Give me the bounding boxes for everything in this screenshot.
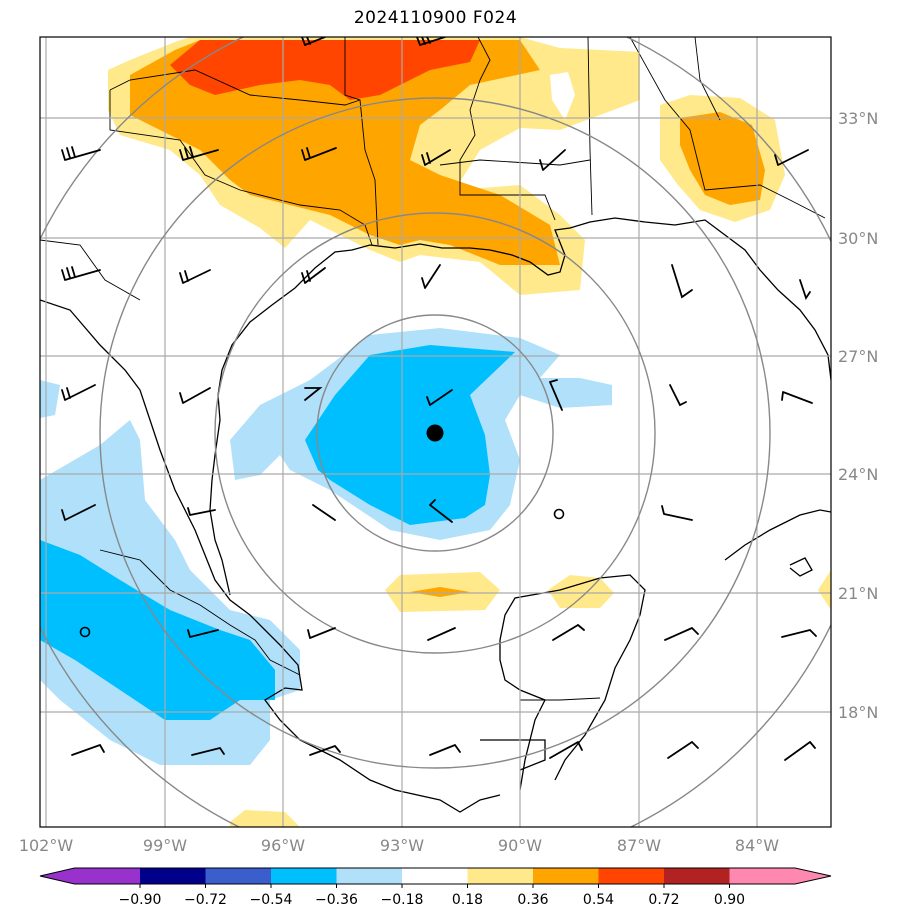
wind-barb	[429, 744, 461, 756]
lon-label: 99°W	[143, 836, 187, 855]
colorbar: −0.90 −0.72 −0.54 −0.36 −0.18 0.18 0.36 0.54 0.7…	[39, 867, 832, 908]
wind-barb	[667, 741, 699, 759]
wind-barb	[781, 391, 813, 404]
wind-barbs	[61, 37, 817, 761]
lon-label: 102°W	[19, 836, 74, 855]
wind-barb	[312, 504, 336, 521]
wind-barb	[429, 499, 453, 523]
colorbar-tick-label: −0.36	[315, 892, 358, 908]
map-panel	[40, 37, 831, 827]
wind-barb	[421, 149, 451, 166]
lat-label: 33°N	[838, 109, 878, 128]
lat-label: 21°N	[838, 584, 878, 603]
colorbar-tick-label: −0.18	[381, 892, 424, 908]
marker-ring-west	[79, 626, 91, 638]
latitude-labels: 33°N 30°N 27°N 24°N 21°N 18°N	[838, 109, 878, 722]
wind-barb	[784, 741, 816, 761]
lat-label: 18°N	[838, 703, 878, 722]
colorbar-extend-high	[795, 868, 831, 884]
colorbar-cell	[205, 868, 271, 884]
wind-barb	[781, 629, 817, 638]
colorbar-cell	[533, 868, 599, 884]
map-title: 2024110900 F024	[353, 8, 518, 28]
lon-label: 90°W	[498, 836, 542, 855]
wind-barb	[549, 379, 563, 411]
wind-barb	[307, 627, 336, 639]
wind-barb	[426, 389, 453, 406]
wind-barb	[416, 37, 446, 46]
colorbar-tick-label: −0.54	[250, 892, 293, 908]
state-borders	[40, 37, 826, 701]
colorbar-tick-label: 0.18	[452, 892, 483, 908]
wind-barb	[671, 264, 693, 299]
colorbar-cell	[140, 868, 206, 884]
positive-anomaly-small	[230, 570, 831, 827]
wind-barb	[427, 627, 456, 641]
wind-barb	[309, 745, 341, 756]
wind-barb	[61, 146, 101, 161]
wind-barb	[774, 149, 809, 166]
lat-label: 30°N	[838, 229, 878, 248]
positive-anomaly-north	[108, 37, 785, 295]
wind-barb	[179, 269, 211, 284]
wind-barb	[549, 741, 583, 759]
colorbar-extend-low	[40, 868, 75, 884]
lon-label: 96°W	[261, 836, 305, 855]
marker-ring-east	[553, 508, 565, 520]
colorbar-tick-label: 0.36	[517, 892, 548, 908]
colorbar-tick-label: 0.90	[714, 892, 745, 908]
lon-label: 87°W	[617, 836, 661, 855]
wind-barb	[71, 744, 105, 756]
wind-barb	[421, 264, 441, 289]
colorbar-cell	[664, 868, 730, 884]
wind-barb	[552, 624, 585, 641]
colorbar-cell	[598, 868, 664, 884]
wind-barb	[301, 147, 337, 161]
colorbar-cell	[402, 868, 468, 884]
colorbar-cell	[271, 868, 337, 884]
wind-barb	[179, 387, 211, 404]
wind-barb	[187, 629, 219, 638]
storm-center-marker	[426, 424, 444, 442]
negative-anomaly-gulf	[230, 328, 612, 540]
wind-barb	[301, 267, 326, 284]
lat-label: 24°N	[838, 465, 878, 484]
range-rings	[40, 37, 831, 827]
wind-barb	[61, 504, 96, 521]
gridlines	[40, 37, 831, 827]
colorbar-cell	[336, 868, 402, 884]
colorbar-outline	[39, 867, 832, 885]
colorbar-tick-label: −0.72	[184, 892, 227, 908]
wind-barb	[179, 146, 219, 161]
colorbar-tick-label: −0.90	[119, 892, 162, 908]
wind-barb	[187, 507, 216, 516]
lon-label: 84°W	[735, 836, 779, 855]
colorbar-tick-label: 0.54	[583, 892, 614, 908]
wind-barb	[661, 505, 693, 521]
colorbar-cell	[467, 868, 533, 884]
wind-barb	[664, 627, 699, 641]
wind-barb	[669, 384, 687, 407]
wind-barb	[304, 387, 323, 401]
wind-barb	[61, 266, 101, 281]
wind-barb	[301, 37, 326, 46]
map-frame	[39, 36, 832, 828]
wind-barb	[191, 747, 225, 756]
wind-barb	[539, 149, 566, 171]
colorbar-tick-label: 0.72	[648, 892, 679, 908]
lat-label: 27°N	[838, 347, 878, 366]
colorbar-cell	[729, 868, 795, 884]
lon-label: 93°W	[380, 836, 424, 855]
wind-barb	[61, 384, 96, 401]
longitude-labels: 102°W 99°W 96°W 93°W 90°W 87°W 84°W	[19, 836, 779, 855]
wind-barb	[799, 279, 811, 301]
colorbar-cell	[74, 868, 140, 884]
